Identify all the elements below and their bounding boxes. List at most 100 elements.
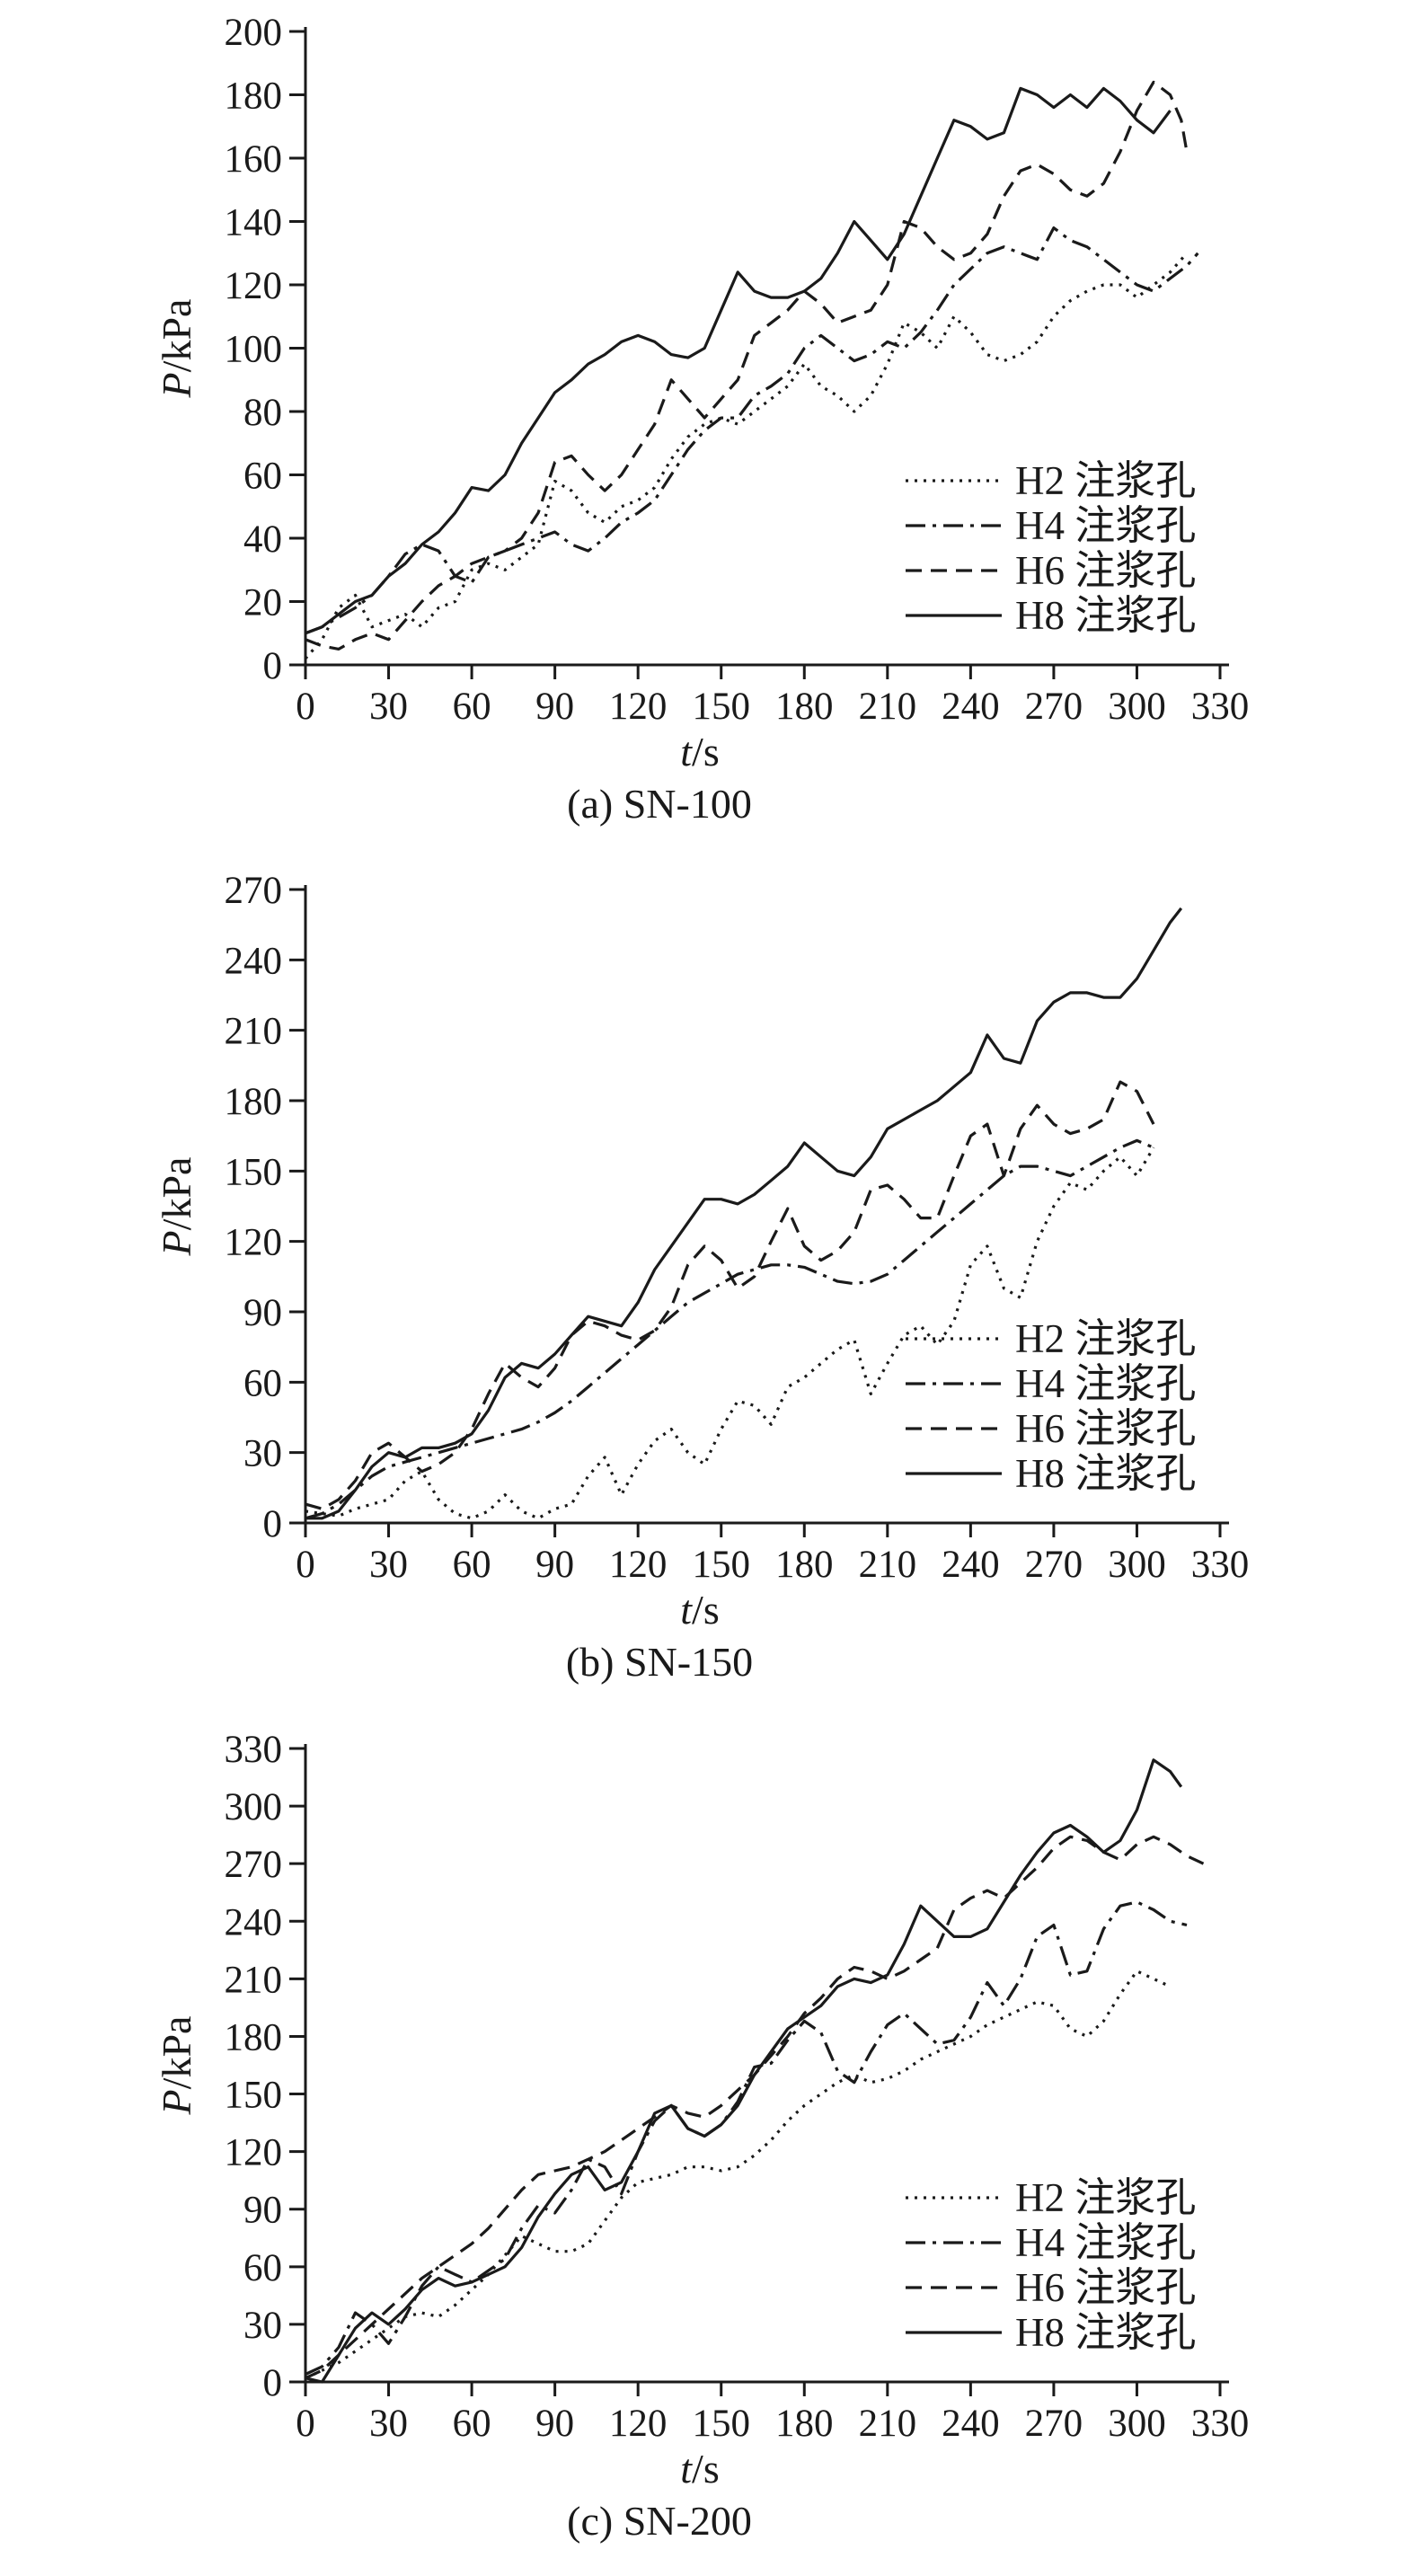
- y-tick-label: 200: [225, 12, 283, 54]
- y-tick-label: 120: [225, 2132, 283, 2174]
- series-line-h8: [305, 1758, 1183, 2384]
- x-tick-label: 330: [1191, 2403, 1250, 2445]
- x-tick-label: 270: [1025, 2403, 1083, 2445]
- panel-a: 0 20 40 60 80 100 120 140 160 180 200 0 30 60 90 120 150…: [0, 0, 1415, 858]
- x-tick-label: 180: [775, 686, 834, 728]
- legend-label: H8 注浆孔: [1015, 1451, 1196, 1496]
- y-tick-label: 80: [243, 392, 282, 434]
- x-tick-label: 210: [859, 686, 917, 728]
- series-line-h8: [305, 86, 1172, 635]
- x-tick-label: 240: [942, 686, 1000, 728]
- y-tick-label: 160: [225, 138, 283, 181]
- x-tick-label: 120: [609, 1544, 668, 1586]
- y-tick-label: 150: [225, 1151, 283, 1193]
- series-line-h8: [305, 907, 1183, 1520]
- x-tick-label: 90: [535, 2403, 574, 2445]
- y-tick-label: 240: [225, 940, 283, 982]
- x-tick-label: 30: [369, 2403, 408, 2445]
- x-tick-label: 240: [942, 1544, 1000, 1586]
- x-tick-label: 60: [453, 686, 491, 728]
- legend-label: H8 注浆孔: [1015, 2310, 1196, 2355]
- y-tick-label: 330: [225, 1729, 283, 1771]
- series-line-h6: [305, 80, 1189, 651]
- y-tick-label: 90: [243, 2190, 282, 2232]
- y-tick-label: 270: [225, 1844, 283, 1886]
- x-tick-label: 90: [535, 686, 574, 728]
- x-tick-label: 30: [369, 686, 408, 728]
- x-tick-label: 180: [775, 2403, 834, 2445]
- y-tick-label: 0: [263, 2362, 283, 2404]
- x-tick-label: 150: [692, 2403, 750, 2445]
- chart-b: 0 30 60 90 120 150 180 210 240 270 0 30 60 90 120 150 18…: [154, 870, 1250, 1685]
- x-tick-label: 270: [1025, 1544, 1083, 1586]
- chart-caption: (c) SN-200: [567, 2498, 752, 2544]
- legend-label: H4 注浆孔: [1015, 1361, 1196, 1406]
- y-tick-label: 240: [225, 1901, 283, 1943]
- x-tick-label: 300: [1108, 686, 1166, 728]
- x-tick-label: 180: [775, 1544, 834, 1586]
- x-tick-label: 60: [453, 1544, 491, 1586]
- x-tick-label: 0: [296, 686, 315, 728]
- y-tick-label: 30: [243, 1433, 282, 1475]
- legend-label: H6 注浆孔: [1015, 1406, 1196, 1451]
- legend-label: H2 注浆孔: [1015, 1316, 1196, 1361]
- y-tick-label: 120: [225, 265, 283, 307]
- legend-label: H2 注浆孔: [1015, 2175, 1196, 2220]
- y-axis-label: P/kPa: [154, 299, 199, 399]
- x-axis-label: t/s: [680, 1587, 719, 1633]
- chart-caption: (a) SN-100: [567, 781, 752, 827]
- x-tick-label: 210: [859, 1544, 917, 1586]
- chart-c: 0 30 60 90 120 150 180 210 240 270 300 330 0 30 60 90 12…: [154, 1729, 1250, 2544]
- x-tick-label: 0: [296, 2403, 315, 2445]
- legend-label: H4 注浆孔: [1015, 2220, 1196, 2265]
- y-tick-label: 180: [225, 75, 283, 118]
- chart-a: 0 20 40 60 80 100 120 140 160 180 200 0 30 60 90 120 150…: [154, 12, 1250, 827]
- legend-label: H4 注浆孔: [1015, 503, 1196, 548]
- y-tick-label: 60: [243, 2247, 282, 2289]
- y-tick-label: 270: [225, 870, 283, 912]
- chart-caption: (b) SN-150: [566, 1639, 753, 1685]
- panel-b: 0 30 60 90 120 150 180 210 240 270 0 30 60 90 120 150 18…: [0, 858, 1415, 1717]
- y-tick-label: 140: [225, 202, 283, 244]
- legend-label: H6 注浆孔: [1015, 2265, 1196, 2310]
- y-tick-label: 90: [243, 1292, 282, 1334]
- x-tick-label: 120: [609, 2403, 668, 2445]
- x-axis-label: t/s: [680, 2446, 719, 2492]
- series-line-h6: [305, 1080, 1155, 1510]
- y-tick-label: 30: [243, 2305, 282, 2347]
- y-tick-label: 40: [243, 518, 282, 561]
- x-tick-label: 330: [1191, 1544, 1250, 1586]
- y-tick-label: 60: [243, 456, 282, 498]
- y-tick-label: 180: [225, 1081, 283, 1123]
- x-tick-label: 330: [1191, 686, 1250, 728]
- x-tick-label: 150: [692, 686, 750, 728]
- series-line-h4: [305, 1900, 1188, 2376]
- y-axis-label: P/kPa: [154, 1157, 199, 1257]
- x-tick-label: 210: [859, 2403, 917, 2445]
- y-axis-label: P/kPa: [154, 2016, 199, 2116]
- y-tick-label: 300: [225, 1786, 283, 1828]
- legend-label: H8 注浆孔: [1015, 593, 1196, 638]
- y-tick-label: 180: [225, 2016, 283, 2058]
- y-tick-label: 210: [225, 1959, 283, 2001]
- y-tick-label: 60: [243, 1362, 282, 1404]
- x-tick-label: 120: [609, 686, 668, 728]
- panel-c: 0 30 60 90 120 150 180 210 240 270 300 330 0 30 60 90 12…: [0, 1717, 1415, 2576]
- series-line-h4: [305, 1138, 1154, 1520]
- y-tick-label: 0: [263, 1503, 283, 1545]
- y-tick-label: 150: [225, 2075, 283, 2117]
- x-tick-label: 60: [453, 2403, 491, 2445]
- legend-label: H2 注浆孔: [1015, 458, 1196, 503]
- legend-label: H6 注浆孔: [1015, 548, 1196, 593]
- x-tick-label: 150: [692, 1544, 750, 1586]
- x-axis-label: t/s: [680, 729, 719, 775]
- x-tick-label: 270: [1025, 686, 1083, 728]
- series-line-h2: [305, 1970, 1172, 2380]
- x-tick-label: 300: [1108, 2403, 1166, 2445]
- y-tick-label: 210: [225, 1011, 283, 1053]
- y-tick-label: 120: [225, 1222, 283, 1264]
- x-tick-label: 0: [296, 1544, 315, 1586]
- x-tick-label: 90: [535, 1544, 574, 1586]
- x-tick-label: 30: [369, 1544, 408, 1586]
- y-tick-label: 100: [225, 329, 283, 371]
